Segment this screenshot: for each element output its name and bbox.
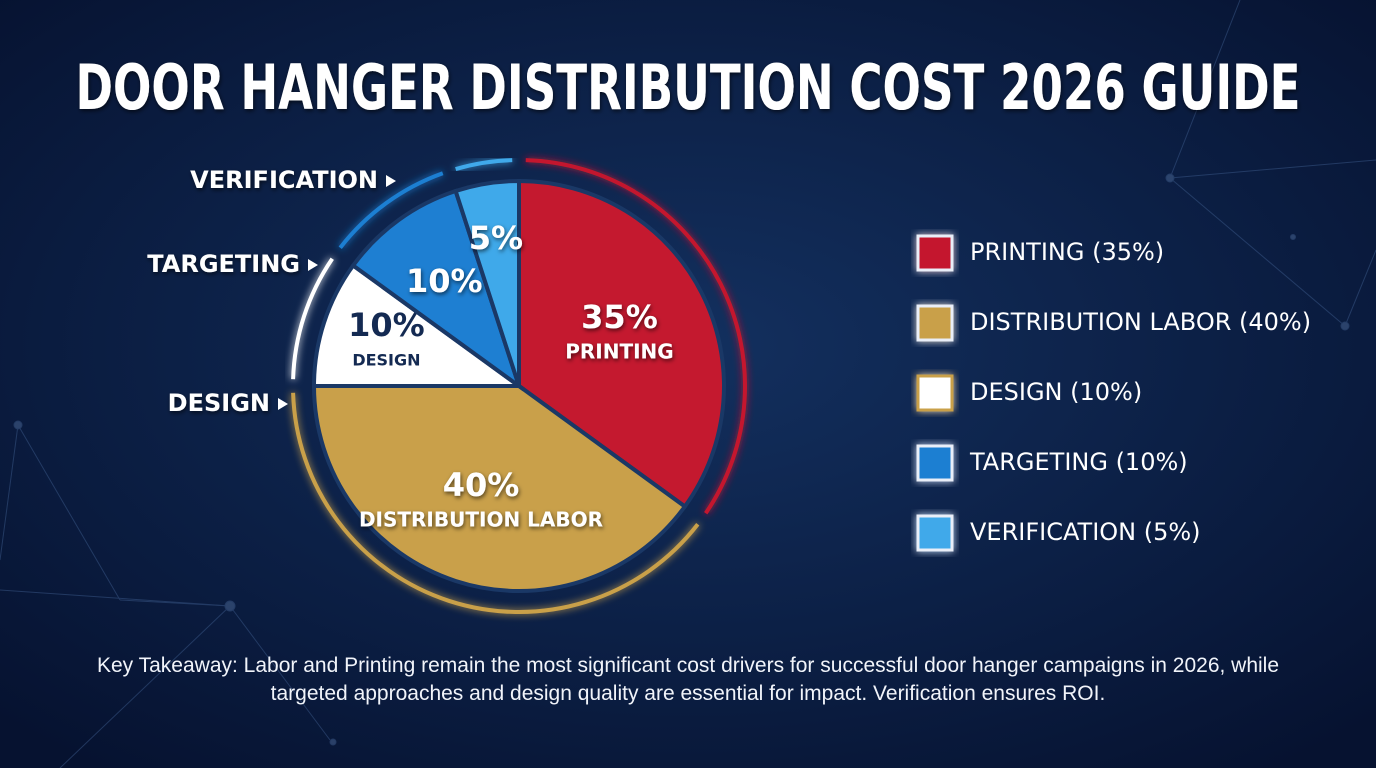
slice-ring	[291, 392, 700, 614]
pie-slice	[453, 178, 521, 387]
slice-value-label: 40%	[443, 466, 520, 504]
slice-value-label: 35%	[581, 298, 658, 336]
legend-label: PRINTING (35%)	[970, 238, 1164, 266]
legend-swatch	[916, 234, 954, 272]
chart-title: DOOR HANGER DISTRIBUTION COST 2026 GUIDE	[76, 51, 1301, 124]
legend-swatch	[916, 304, 954, 342]
callout-arrow	[386, 175, 396, 187]
legend-label: TARGETING (10%)	[969, 448, 1188, 476]
slice-value-label: 10%	[348, 306, 425, 344]
legend-label: VERIFICATION (5%)	[970, 518, 1201, 546]
slice-ring	[338, 171, 444, 249]
slice-value-label: 10%	[406, 262, 483, 300]
pie-slice	[517, 178, 726, 510]
pie-slice	[311, 262, 526, 388]
pie: 35% PRINTING 40% DISTRIBUTION LABOR 10% DESIG…	[147, 158, 747, 614]
callout-arrow	[278, 398, 288, 410]
slice-category-label: PRINTING	[565, 339, 673, 363]
slice-ring	[525, 158, 747, 515]
slice-ring	[291, 257, 334, 380]
pie-slice	[350, 188, 523, 392]
slice-category-label: DISTRIBUTION LABOR	[359, 507, 603, 531]
legend-label: DESIGN (10%)	[970, 378, 1142, 406]
key-takeaway: Key Takeaway: Labor and Printing remain …	[96, 654, 1280, 705]
callout-arrow	[308, 259, 318, 271]
slice-value-label: 5%	[469, 219, 523, 257]
legend-swatch	[916, 514, 954, 552]
callout-label: DESIGN	[168, 389, 270, 417]
callout-label: VERIFICATION	[190, 166, 378, 194]
legend-label: DISTRIBUTION LABOR (40%)	[970, 308, 1311, 336]
pie-slice	[311, 384, 688, 593]
legend-swatch	[916, 374, 954, 412]
slice-category-label: DESIGN	[352, 350, 420, 369]
callout-label: TARGETING	[147, 250, 300, 278]
legend-swatch	[916, 444, 954, 482]
slice-ring	[455, 158, 513, 171]
legend: PRINTING (35%) DISTRIBUTION LABOR (40%) DE…	[916, 234, 1311, 552]
